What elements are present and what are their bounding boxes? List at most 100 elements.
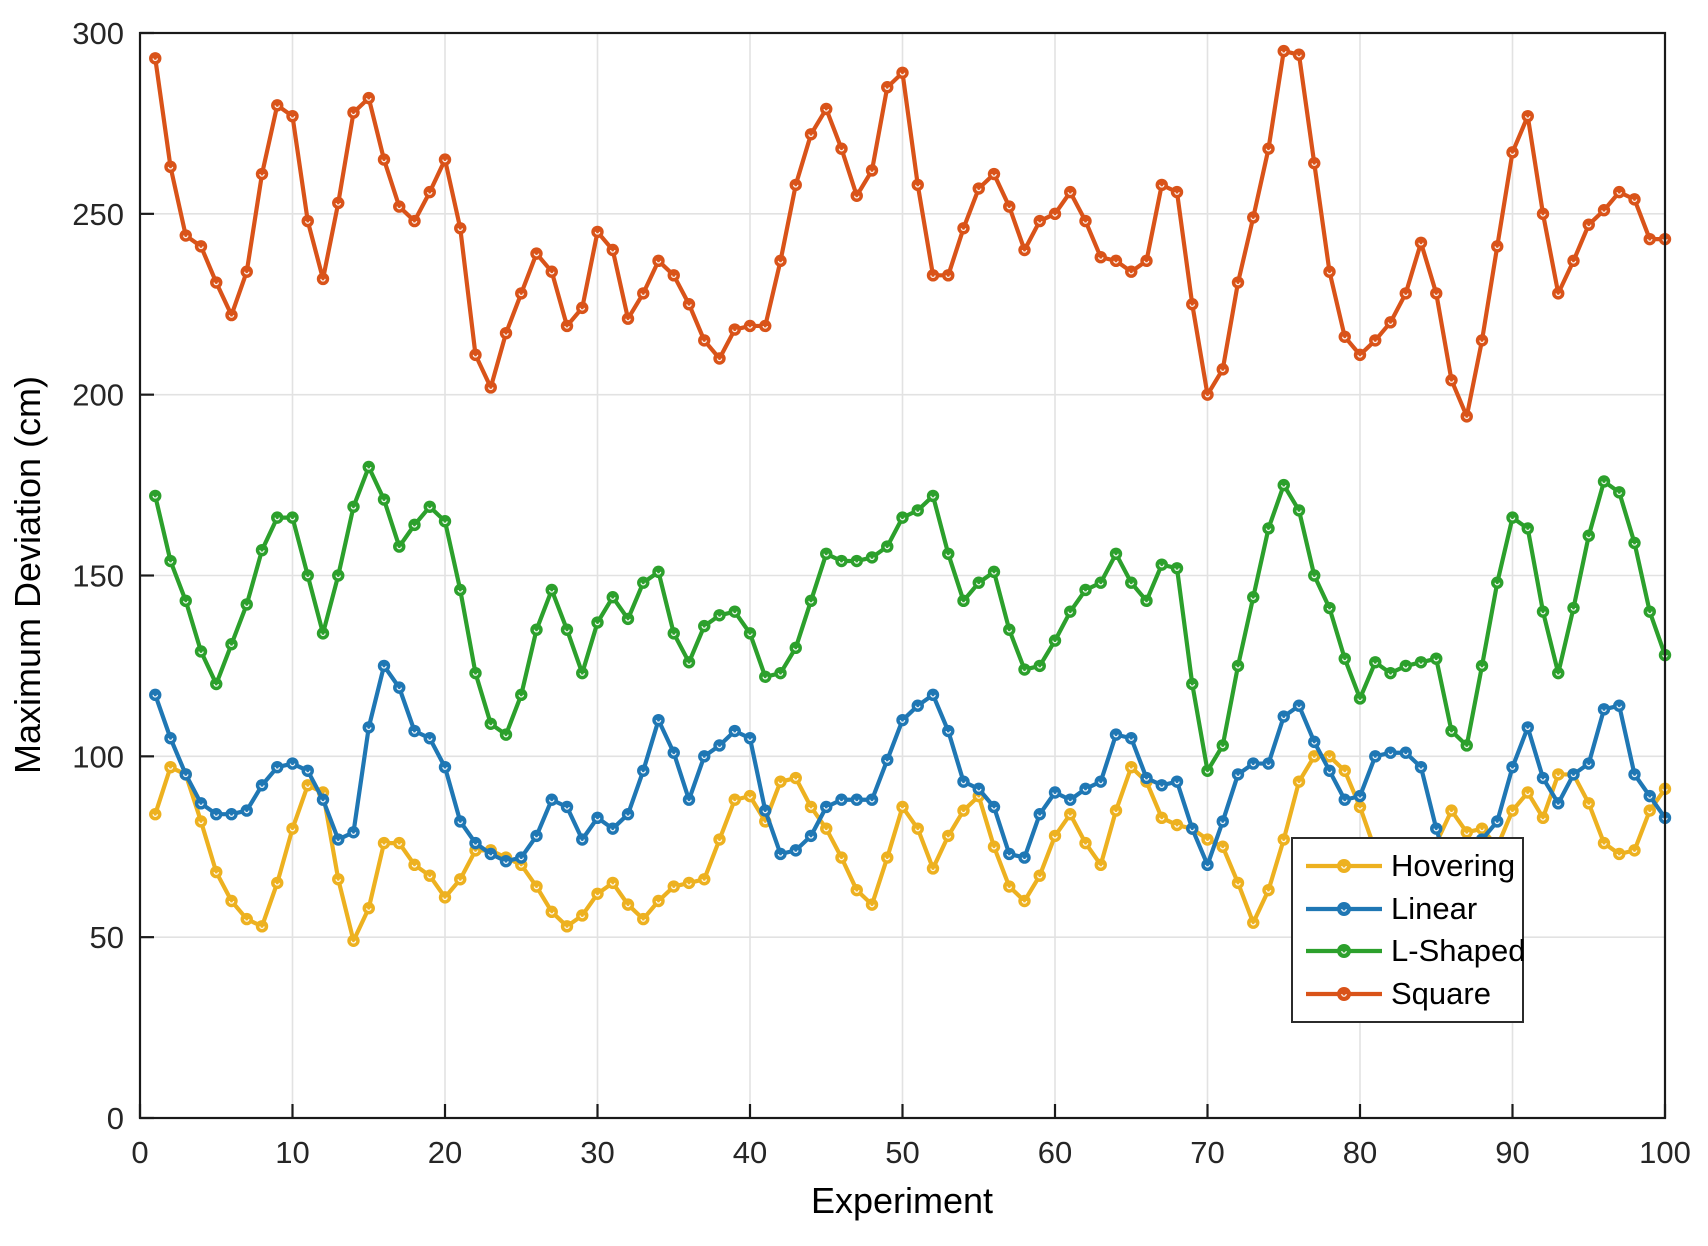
legend-item-l-shaped[interactable]: L-Shaped bbox=[1303, 931, 1525, 971]
data-point-marker bbox=[1338, 652, 1351, 665]
data-point-marker bbox=[1231, 876, 1245, 890]
data-point-marker bbox=[423, 185, 436, 199]
marker-highlight bbox=[655, 571, 662, 575]
marker-highlight bbox=[1082, 788, 1089, 792]
data-point-marker bbox=[194, 645, 208, 658]
marker-highlight bbox=[549, 799, 555, 803]
marker-highlight bbox=[1143, 777, 1150, 781]
marker-highlight bbox=[198, 246, 204, 250]
data-point-marker bbox=[652, 254, 665, 268]
data-point-marker bbox=[1567, 601, 1580, 615]
marker-highlight bbox=[427, 738, 433, 741]
marker-highlight bbox=[1220, 745, 1226, 749]
data-point-marker bbox=[926, 688, 940, 702]
data-point-marker bbox=[179, 594, 192, 608]
data-point-marker bbox=[560, 319, 574, 333]
data-point-marker bbox=[1018, 243, 1031, 257]
marker-highlight bbox=[457, 228, 463, 232]
data-point-marker bbox=[1079, 782, 1092, 796]
marker-highlight bbox=[1555, 774, 1561, 778]
marker-highlight bbox=[1311, 756, 1317, 760]
marker-highlight bbox=[976, 795, 982, 799]
data-point-marker bbox=[1308, 569, 1321, 582]
marker-highlight bbox=[1586, 803, 1592, 807]
data-point-marker bbox=[1597, 475, 1611, 488]
data-point-marker bbox=[1262, 522, 1275, 535]
data-point-marker bbox=[942, 829, 955, 843]
marker-highlight bbox=[503, 861, 509, 864]
data-point-marker bbox=[850, 883, 863, 897]
data-point-marker bbox=[1323, 601, 1336, 615]
data-point-marker bbox=[896, 800, 909, 814]
marker-highlight bbox=[259, 550, 265, 553]
data-point-marker bbox=[1216, 840, 1229, 853]
data-point-marker bbox=[698, 750, 711, 763]
x-tick-label: 100 bbox=[1639, 1135, 1691, 1170]
marker-highlight bbox=[1128, 738, 1134, 741]
marker-highlight bbox=[335, 839, 341, 843]
data-point-marker bbox=[881, 81, 894, 94]
marker-highlight bbox=[488, 853, 494, 857]
data-point-marker bbox=[1109, 254, 1123, 268]
legend-item-hovering[interactable]: Hovering bbox=[1303, 846, 1515, 886]
data-point-marker bbox=[698, 619, 711, 633]
legend-label: Linear bbox=[1391, 890, 1478, 926]
data-point-marker bbox=[1262, 883, 1275, 897]
data-point-marker bbox=[972, 182, 985, 195]
legend-item-linear[interactable]: Linear bbox=[1303, 889, 1512, 929]
marker-highlight bbox=[1525, 792, 1531, 796]
marker-highlight bbox=[411, 220, 418, 224]
data-point-marker bbox=[1277, 44, 1290, 58]
marker-highlight bbox=[1647, 810, 1653, 814]
marker-highlight bbox=[457, 589, 463, 593]
marker-highlight bbox=[442, 159, 448, 163]
marker-highlight bbox=[1052, 640, 1058, 644]
data-point-marker bbox=[255, 167, 269, 181]
marker-highlight bbox=[899, 806, 906, 810]
data-point-marker bbox=[1491, 240, 1504, 253]
marker-highlight bbox=[793, 850, 799, 854]
series-square bbox=[149, 44, 1672, 423]
marker-highlight bbox=[869, 904, 875, 908]
data-point-marker bbox=[255, 779, 269, 792]
marker-highlight bbox=[1403, 293, 1409, 297]
marker-highlight bbox=[488, 723, 494, 727]
marker-highlight bbox=[1509, 152, 1516, 156]
marker-highlight bbox=[472, 842, 479, 846]
data-point-marker bbox=[942, 269, 955, 282]
data-point-marker bbox=[881, 540, 894, 553]
data-point-marker bbox=[835, 142, 848, 155]
marker-highlight bbox=[259, 926, 265, 930]
marker-highlight bbox=[747, 795, 753, 799]
marker-highlight bbox=[777, 781, 784, 785]
marker-highlight bbox=[808, 806, 814, 810]
marker-highlight bbox=[701, 625, 707, 629]
data-point-marker bbox=[1201, 388, 1214, 401]
marker-highlight bbox=[1235, 882, 1241, 886]
data-point-marker bbox=[377, 836, 391, 850]
data-point-marker bbox=[1613, 699, 1626, 712]
data-point-marker bbox=[911, 178, 924, 192]
marker-highlight bbox=[1174, 191, 1180, 195]
marker-highlight bbox=[1174, 568, 1180, 571]
data-point-marker bbox=[1140, 254, 1153, 268]
legend-swatch-line-icon bbox=[1306, 944, 1382, 959]
data-point-marker bbox=[240, 804, 253, 817]
data-point-marker bbox=[591, 616, 604, 629]
data-point-marker bbox=[1079, 836, 1092, 850]
legend-item-square[interactable]: Square bbox=[1303, 974, 1512, 1014]
marker-highlight bbox=[823, 553, 829, 557]
marker-highlight bbox=[1540, 611, 1546, 615]
data-point-marker bbox=[1140, 594, 1153, 608]
data-point-marker bbox=[1277, 478, 1290, 492]
marker-highlight bbox=[305, 785, 311, 788]
marker-highlight bbox=[1525, 727, 1531, 731]
marker-highlight bbox=[732, 799, 738, 803]
legend[interactable]: Hovering Linear L-Shaped Square bbox=[1291, 837, 1525, 1023]
series-line bbox=[153, 464, 1667, 773]
marker-highlight bbox=[579, 307, 585, 311]
marker-highlight bbox=[1570, 260, 1577, 264]
x-tick-label: 80 bbox=[1343, 1135, 1377, 1170]
data-point-marker bbox=[164, 160, 177, 174]
